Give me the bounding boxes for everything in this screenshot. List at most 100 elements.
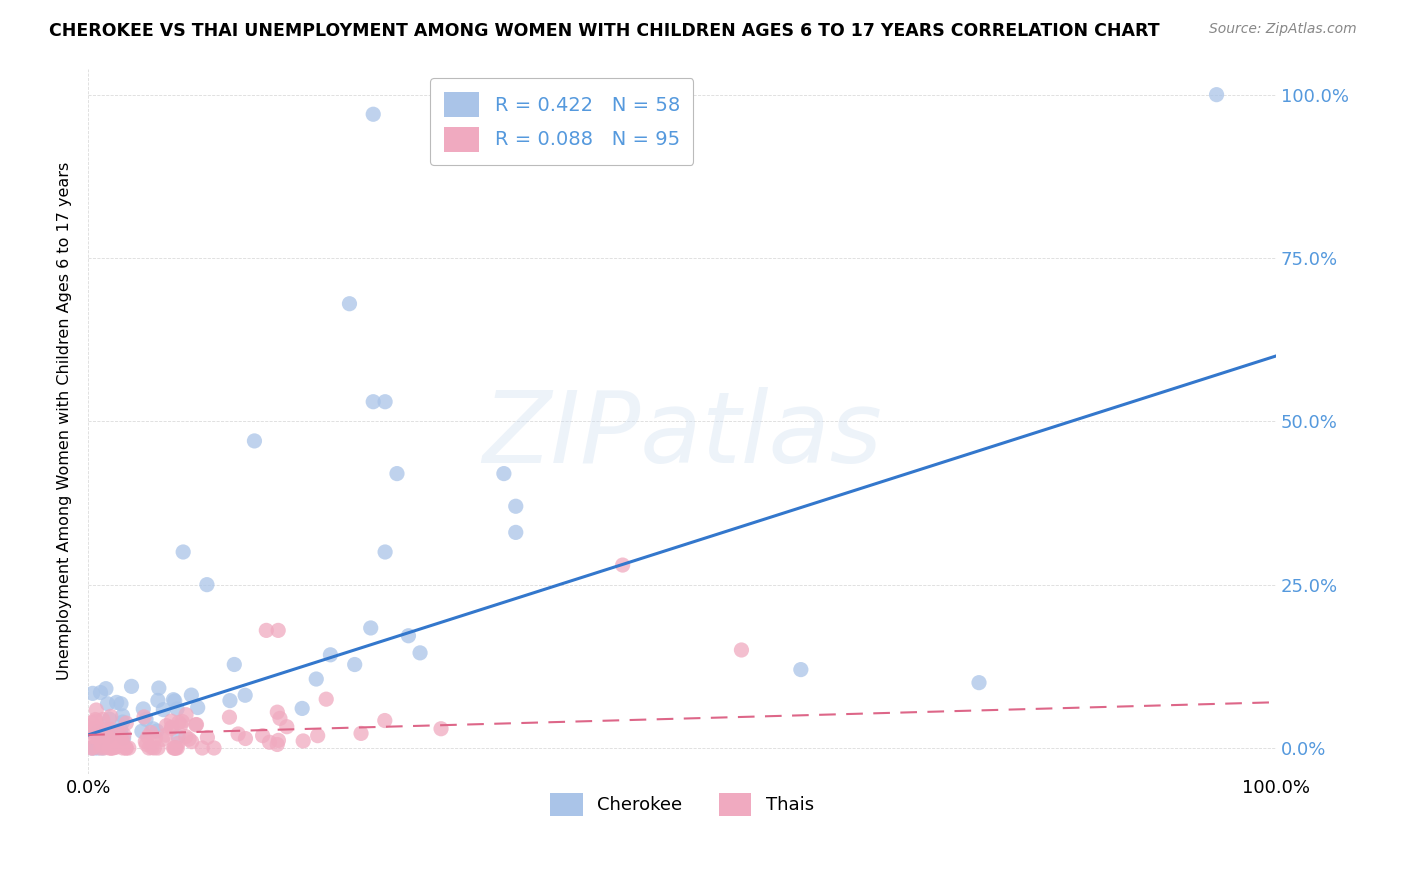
Point bbox=[166, 741, 188, 756]
Point bbox=[160, 714, 183, 728]
Point bbox=[80, 715, 103, 730]
Point bbox=[110, 697, 132, 711]
Point bbox=[267, 624, 290, 638]
Point bbox=[80, 724, 103, 739]
Point bbox=[191, 741, 214, 756]
Point bbox=[136, 730, 159, 744]
Point bbox=[174, 730, 197, 744]
Point bbox=[141, 740, 163, 755]
Point bbox=[105, 739, 128, 754]
Point bbox=[91, 739, 114, 753]
Point bbox=[165, 741, 187, 756]
Point bbox=[184, 718, 207, 732]
Point bbox=[82, 741, 104, 756]
Point bbox=[172, 714, 194, 729]
Legend: Cherokee, Thais: Cherokee, Thais bbox=[541, 784, 823, 825]
Point bbox=[292, 734, 315, 748]
Point bbox=[195, 577, 218, 591]
Point bbox=[110, 732, 132, 747]
Point bbox=[90, 726, 112, 740]
Point bbox=[101, 741, 124, 756]
Point bbox=[96, 730, 118, 744]
Point bbox=[87, 730, 110, 744]
Point bbox=[254, 624, 277, 638]
Text: ZIPatlas: ZIPatlas bbox=[482, 387, 882, 484]
Point bbox=[166, 736, 188, 750]
Point bbox=[80, 722, 103, 736]
Point bbox=[100, 709, 122, 723]
Point bbox=[307, 729, 329, 743]
Point bbox=[163, 741, 186, 756]
Point bbox=[132, 710, 155, 724]
Point bbox=[135, 737, 157, 751]
Point bbox=[138, 741, 160, 756]
Point bbox=[177, 732, 200, 747]
Point bbox=[84, 713, 107, 727]
Point bbox=[115, 741, 138, 756]
Point bbox=[93, 741, 115, 756]
Point bbox=[111, 741, 134, 756]
Point bbox=[115, 716, 138, 731]
Point bbox=[145, 731, 167, 745]
Point bbox=[162, 741, 184, 756]
Point bbox=[409, 646, 432, 660]
Point bbox=[112, 731, 135, 745]
Point bbox=[146, 741, 169, 756]
Point bbox=[103, 735, 125, 749]
Text: Source: ZipAtlas.com: Source: ZipAtlas.com bbox=[1209, 22, 1357, 37]
Point bbox=[361, 107, 384, 121]
Point bbox=[148, 681, 170, 695]
Point bbox=[100, 732, 122, 747]
Point bbox=[343, 657, 366, 672]
Point bbox=[111, 733, 134, 747]
Point bbox=[142, 722, 165, 736]
Point bbox=[252, 729, 274, 743]
Point bbox=[374, 545, 396, 559]
Point bbox=[790, 663, 813, 677]
Point bbox=[361, 394, 384, 409]
Point bbox=[224, 657, 246, 672]
Point bbox=[350, 726, 373, 740]
Point bbox=[97, 728, 120, 742]
Point bbox=[100, 741, 122, 756]
Point bbox=[98, 741, 121, 756]
Point bbox=[180, 688, 202, 702]
Point bbox=[492, 467, 515, 481]
Point bbox=[139, 725, 162, 739]
Point bbox=[172, 545, 194, 559]
Point bbox=[160, 720, 183, 734]
Point bbox=[174, 707, 197, 722]
Point bbox=[91, 741, 114, 756]
Point bbox=[267, 733, 290, 747]
Point bbox=[101, 735, 124, 749]
Point bbox=[233, 688, 256, 702]
Point bbox=[82, 686, 104, 700]
Point bbox=[132, 702, 155, 716]
Point bbox=[86, 714, 108, 728]
Point bbox=[166, 702, 188, 716]
Point bbox=[374, 714, 396, 728]
Point bbox=[98, 712, 121, 726]
Point bbox=[315, 692, 337, 706]
Point bbox=[269, 711, 291, 725]
Point bbox=[86, 722, 108, 736]
Point bbox=[135, 712, 157, 726]
Point bbox=[165, 741, 187, 756]
Point bbox=[243, 434, 266, 448]
Point bbox=[110, 733, 132, 747]
Point bbox=[97, 697, 120, 711]
Point bbox=[155, 728, 177, 742]
Point bbox=[152, 732, 174, 747]
Point bbox=[94, 723, 117, 737]
Point bbox=[339, 296, 361, 310]
Point bbox=[291, 701, 314, 715]
Point bbox=[89, 741, 111, 756]
Point bbox=[134, 734, 156, 748]
Point bbox=[100, 741, 122, 756]
Point bbox=[170, 718, 193, 732]
Point bbox=[83, 741, 105, 756]
Point bbox=[118, 741, 141, 756]
Point bbox=[155, 719, 177, 733]
Point bbox=[107, 723, 129, 738]
Point bbox=[202, 741, 225, 756]
